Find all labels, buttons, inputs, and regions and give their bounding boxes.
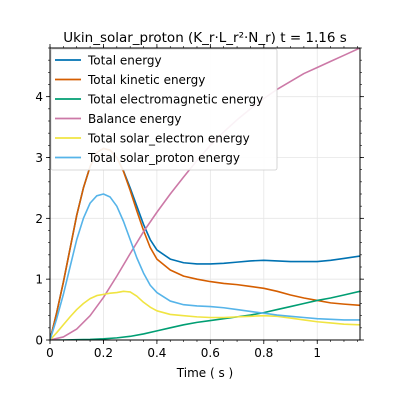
x-tick-label: 1 [313,346,321,360]
y-tick-label: 2 [35,212,43,226]
legend-entry-label: Total solar_proton energy [87,151,240,165]
x-tick-label: 0 [46,346,54,360]
y-tick-label: 1 [35,273,43,287]
series-layer [50,48,360,340]
series-line-1 [50,147,360,340]
x-tick-label: 0.2 [94,346,113,360]
legend-entry-label: Total energy [87,54,162,68]
chart-title: Ukin_solar_proton (K_r·L_r²·N_r) t = 1.1… [63,30,347,46]
series-line-6 [50,193,360,340]
legend: Total energy Total kinetic energy Total el… [50,48,278,171]
series-line-3 [50,290,360,340]
legend-entry-label: Total electromagnetic energy [87,93,263,107]
x-axis-label: Time ( s ) [176,366,233,380]
legend-entry-label: Total solar_electron energy [87,132,250,146]
legend-entry-label: Balance energy [88,112,182,126]
x-tick-label: 0.4 [147,346,166,360]
y-tick-label: 3 [35,151,43,165]
series-line-2 [50,147,360,340]
x-tick-label: 0.6 [201,346,220,360]
x-tick-label: 0.8 [254,346,273,360]
legend-entry-label: Total kinetic energy [87,73,205,87]
axes-layer: 0 0.2 0.4 0.6 0.8 1 0 1 2 3 4 [35,44,364,360]
y-tick-label: 4 [35,90,43,104]
y-tick-label: 0 [35,334,43,348]
series-line-5 [50,290,360,340]
legend-box [50,48,278,171]
